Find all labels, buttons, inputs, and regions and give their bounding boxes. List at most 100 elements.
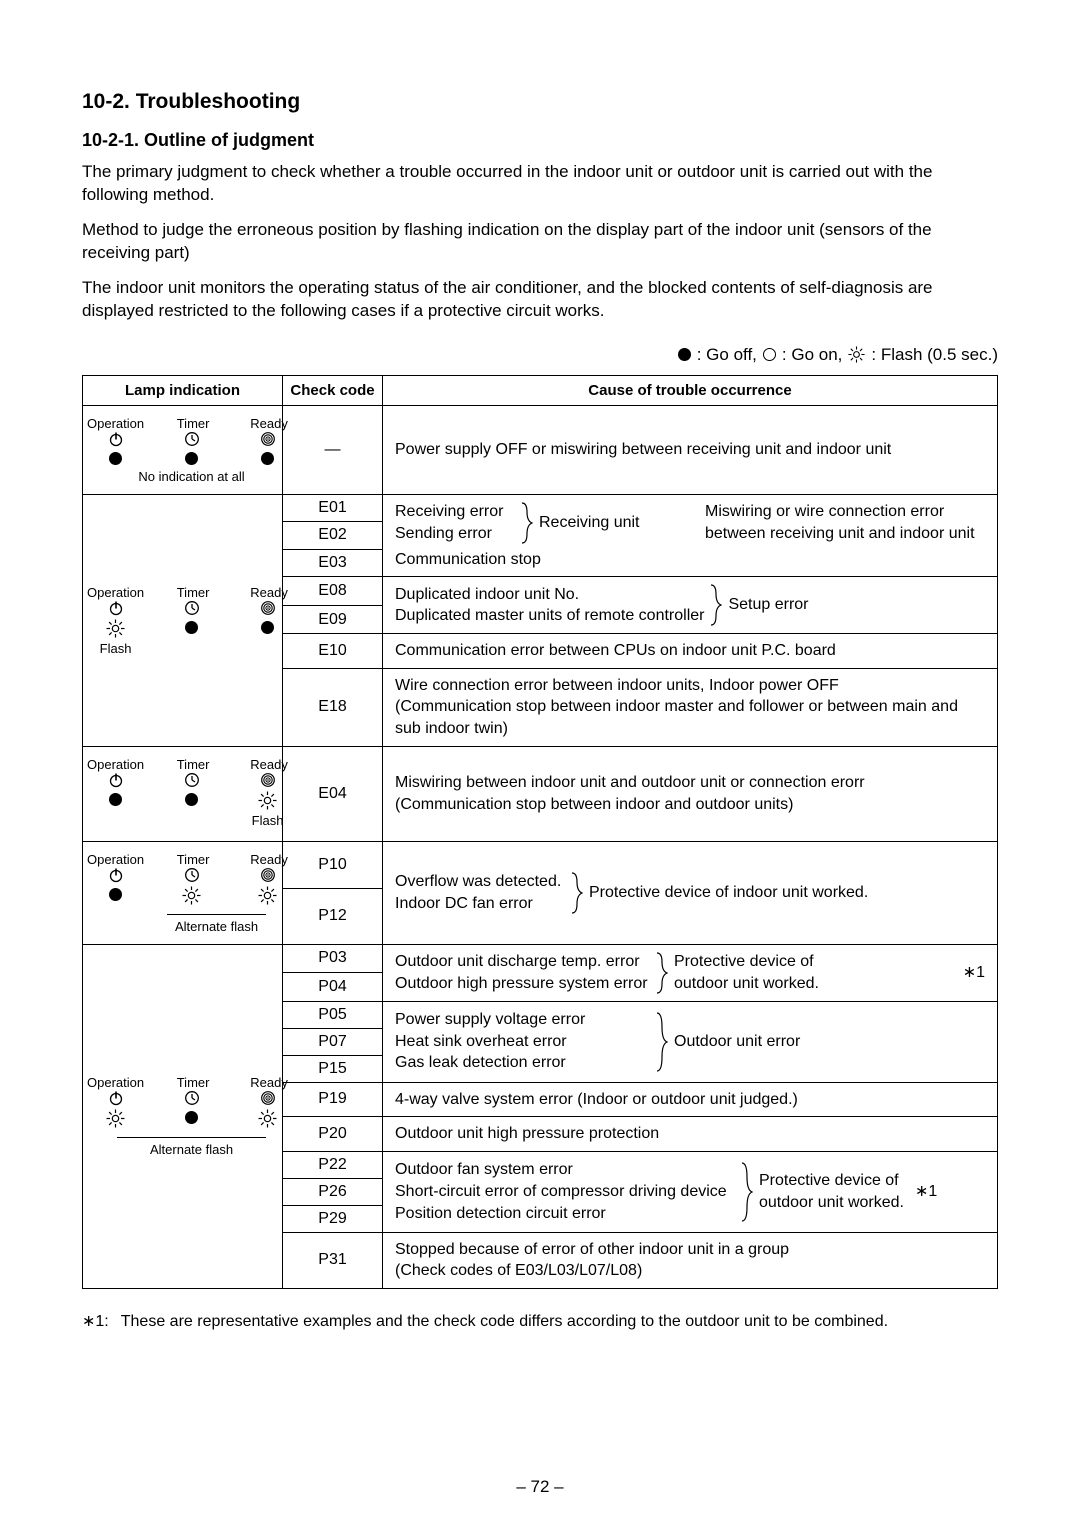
cause-cell: Outdoor fan system error Short-circuit e… xyxy=(383,1151,998,1232)
code-cell: E18 xyxy=(283,668,383,746)
lamp-subtext: No indication at all xyxy=(87,469,296,484)
cause-cell: 4-way valve system error (Indoor or outd… xyxy=(383,1082,998,1117)
cause-text: Protective device of indoor unit worked. xyxy=(589,882,868,904)
power-icon xyxy=(108,431,124,447)
lamp-label: Timer xyxy=(166,757,220,772)
brace-icon xyxy=(521,501,533,545)
footnote-marker: ∗1 xyxy=(915,1181,937,1203)
legend: : Go off, : Go on, : Flash (0.5 sec.) xyxy=(82,345,998,365)
target-icon xyxy=(260,1090,276,1106)
cause-cell: Duplicated indoor unit No. Duplicated ma… xyxy=(383,577,998,634)
cause-text: Overflow was detected. xyxy=(395,871,565,893)
paragraph: The indoor unit monitors the operating s… xyxy=(82,277,998,323)
dot-solid-icon xyxy=(185,793,198,806)
power-icon xyxy=(108,867,124,883)
lamp-subtext: Alternate flash xyxy=(137,919,296,934)
code-cell: — xyxy=(283,405,383,494)
cause-text: Duplicated master units of remote contro… xyxy=(395,605,704,627)
clock-icon xyxy=(184,600,200,616)
cause-text: Heat sink overheat error xyxy=(395,1031,650,1053)
lamp-label: Operation xyxy=(87,852,144,867)
cause-cell: Communication error between CPUs on indo… xyxy=(383,634,998,669)
lamp-label: Ready xyxy=(242,1075,296,1090)
code-cell: P07 xyxy=(283,1028,383,1055)
th-code: Check code xyxy=(283,375,383,405)
target-icon xyxy=(260,867,276,883)
code-cell: P29 xyxy=(283,1205,383,1232)
legend-text: : Flash (0.5 sec.) xyxy=(871,345,998,365)
lamp-cell: Operation Timer Ready No indicati xyxy=(83,405,283,494)
cause-text: Duplicated indoor unit No. xyxy=(395,584,704,606)
legend-text: : Go on, xyxy=(782,345,842,365)
lamp-cell: Operation Timer Ready xyxy=(83,944,283,1288)
lamp-subtext: Flash xyxy=(89,641,143,656)
lamp-label: Operation xyxy=(87,757,144,772)
cause-text: Power supply voltage error xyxy=(395,1009,650,1031)
power-icon xyxy=(108,600,124,616)
code-cell: P03 xyxy=(283,944,383,973)
code-cell: E04 xyxy=(283,746,383,841)
cause-text: Short-circuit error of compressor drivin… xyxy=(395,1181,735,1203)
lamp-label: Ready xyxy=(242,585,296,600)
clock-icon xyxy=(184,1090,200,1106)
dot-solid-icon xyxy=(261,452,274,465)
code-cell: E08 xyxy=(283,577,383,606)
dot-open-icon xyxy=(763,348,776,361)
code-cell: P22 xyxy=(283,1151,383,1178)
cause-cell: Receiving error Sending error Receiving … xyxy=(383,494,998,577)
code-cell: P20 xyxy=(283,1117,383,1152)
lamp-subtext: Flash xyxy=(241,813,295,828)
target-icon xyxy=(260,772,276,788)
dot-solid-icon xyxy=(109,793,122,806)
dot-solid-icon xyxy=(261,621,274,634)
power-icon xyxy=(108,1090,124,1106)
cause-text: Receiving unit xyxy=(539,512,649,534)
code-cell: P31 xyxy=(283,1232,383,1288)
cause-cell: Miswiring between indoor unit and outdoo… xyxy=(383,746,998,841)
code-cell: E09 xyxy=(283,605,383,634)
troubleshooting-table: Lamp indication Check code Cause of trou… xyxy=(82,375,998,1289)
cause-text: Sending error xyxy=(395,523,515,545)
cause-text: Outdoor unit discharge temp. error xyxy=(395,951,650,973)
sun-icon xyxy=(258,791,277,810)
th-cause: Cause of trouble occurrence xyxy=(383,375,998,405)
cause-text: Protective device of outdoor unit worked… xyxy=(759,1170,909,1213)
code-cell: P05 xyxy=(283,1001,383,1028)
lamp-label: Operation xyxy=(87,1075,144,1090)
code-cell: P10 xyxy=(283,841,383,888)
cause-text: Outdoor unit error xyxy=(674,1031,800,1053)
footnote-marker: ∗1 xyxy=(963,962,985,984)
brace-icon xyxy=(741,1161,753,1223)
section-heading: 10-2. Troubleshooting xyxy=(82,90,998,114)
dot-solid-icon xyxy=(109,452,122,465)
footnote-marker: ∗1: xyxy=(82,1311,109,1333)
cause-text: Communication stop xyxy=(395,549,985,571)
code-cell: P04 xyxy=(283,973,383,1002)
dot-solid-icon xyxy=(185,621,198,634)
cause-cell: Outdoor unit high pressure protection xyxy=(383,1117,998,1152)
code-cell: P15 xyxy=(283,1055,383,1082)
cause-cell: Overflow was detected. Indoor DC fan err… xyxy=(383,841,998,944)
code-cell: P19 xyxy=(283,1082,383,1117)
footnote-text: These are representative examples and th… xyxy=(121,1311,888,1333)
code-cell: E02 xyxy=(283,522,383,550)
sun-icon xyxy=(106,1109,125,1128)
code-cell: E03 xyxy=(283,549,383,577)
cause-cell: Outdoor unit discharge temp. error Outdo… xyxy=(383,944,998,1001)
paragraph: Method to judge the erroneous position b… xyxy=(82,219,998,265)
cause-text: Outdoor fan system error xyxy=(395,1159,735,1181)
sun-icon xyxy=(182,886,201,905)
code-cell: E10 xyxy=(283,634,383,669)
lamp-cell: Operation Timer Ready xyxy=(83,841,283,944)
lamp-label: Timer xyxy=(166,1075,220,1090)
lamp-label: Ready xyxy=(242,852,296,867)
cause-text: Setup error xyxy=(728,594,808,616)
cause-cell: Power supply voltage error Heat sink ove… xyxy=(383,1001,998,1082)
dot-solid-icon xyxy=(185,1111,198,1124)
brace-icon xyxy=(656,1011,668,1073)
cause-cell: Stopped because of error of other indoor… xyxy=(383,1232,998,1288)
power-icon xyxy=(108,772,124,788)
code-cell: P26 xyxy=(283,1178,383,1205)
cause-cell: Power supply OFF or miswiring between re… xyxy=(383,405,998,494)
lamp-subtext: Alternate flash xyxy=(87,1142,296,1157)
